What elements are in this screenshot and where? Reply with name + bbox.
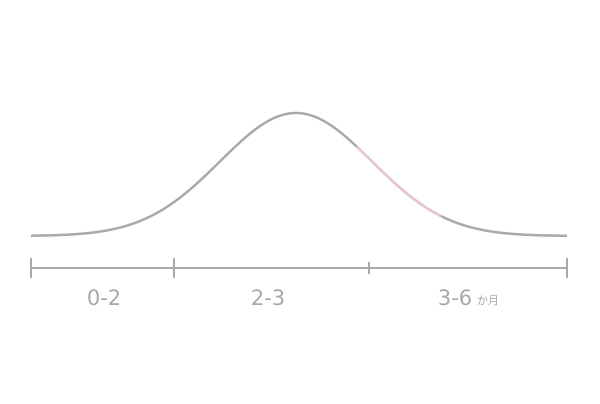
segment-label: 3-6	[438, 286, 472, 310]
highlighted-curve	[356, 145, 442, 218]
segment-label: 0-2	[87, 286, 121, 310]
segment-unit: か月	[477, 294, 499, 307]
segment-label: 2-3	[251, 286, 285, 310]
timeline	[30, 258, 568, 278]
bell-curve	[30, 111, 568, 238]
